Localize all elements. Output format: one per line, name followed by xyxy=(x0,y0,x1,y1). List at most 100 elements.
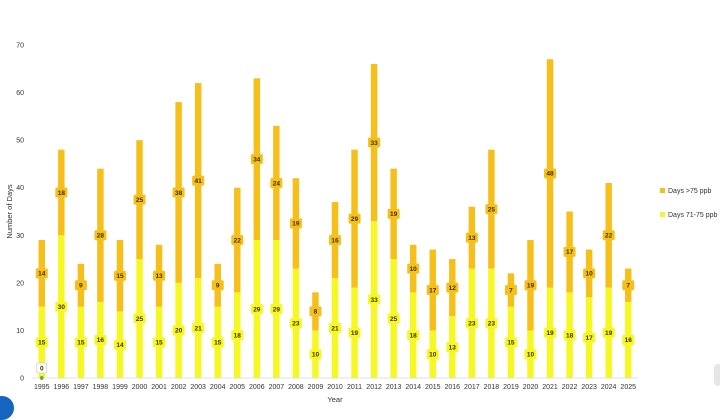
x-tick-label: 2002 xyxy=(171,384,187,391)
scroll-handle[interactable] xyxy=(714,364,720,386)
y-tick-label: 10 xyxy=(16,328,24,335)
data-label-box xyxy=(602,230,615,241)
data-label-over-75: 8 xyxy=(314,309,318,316)
x-tick-label: 1999 xyxy=(112,384,128,391)
x-tick-label: 2009 xyxy=(308,384,324,391)
data-label-71-75: 15 xyxy=(155,340,163,347)
data-label-box xyxy=(35,268,48,279)
data-label-71-75: 15 xyxy=(38,340,46,347)
y-axis-title: Number of Days xyxy=(5,184,14,238)
x-tick-label: 2013 xyxy=(386,384,402,391)
data-label-71-75: 21 xyxy=(195,325,203,332)
data-labels: 15 14 30 18 15 9 16 28 14 15 25 25 15 13 20 38 21 41 15 9 18… xyxy=(35,137,635,380)
data-label-over-75: 12 xyxy=(449,285,457,292)
annotation-label: 0 xyxy=(40,366,44,373)
data-label-box xyxy=(250,304,263,315)
data-label-box xyxy=(172,187,185,198)
x-tick-label: 2023 xyxy=(581,384,597,391)
x-tick-label: 2011 xyxy=(347,384,362,391)
y-tick-label: 0 xyxy=(20,376,24,383)
data-label-over-75: 7 xyxy=(509,287,513,294)
data-label-box xyxy=(504,284,517,295)
data-label-box xyxy=(583,268,596,279)
y-tick-label: 60 xyxy=(16,90,24,97)
x-tick-label: 2017 xyxy=(464,384,480,391)
data-label-box xyxy=(583,332,596,343)
data-label-box xyxy=(94,230,107,241)
x-tick-label: 2001 xyxy=(151,384,167,391)
data-label-box xyxy=(368,294,381,305)
data-label-box xyxy=(465,318,478,329)
x-tick-label: 2007 xyxy=(269,384,285,391)
x-tick-label: 2003 xyxy=(190,384,206,391)
data-label-box xyxy=(289,218,302,229)
data-label-over-75: 24 xyxy=(273,180,281,187)
data-label-over-75: 22 xyxy=(234,237,242,244)
y-tick-label: 30 xyxy=(16,233,24,240)
data-label-71-75: 23 xyxy=(292,321,300,328)
data-label-box xyxy=(426,349,439,360)
data-label-71-75: 29 xyxy=(253,306,261,313)
x-tick-label: 2019 xyxy=(503,384,519,391)
y-axis-ticks: 0 10 20 30 40 50 60 70 xyxy=(16,43,24,383)
data-label-box xyxy=(113,270,126,281)
data-label-over-75: 19 xyxy=(292,221,300,228)
data-label-71-75: 10 xyxy=(312,352,320,359)
data-label-box xyxy=(231,330,244,341)
data-label-71-75: 23 xyxy=(468,321,476,328)
data-label-71-75: 21 xyxy=(331,325,339,332)
data-label-71-75: 15 xyxy=(214,340,222,347)
data-label-box xyxy=(387,208,400,219)
data-label-box xyxy=(407,330,420,341)
data-label-box xyxy=(211,337,224,348)
data-label-over-75: 13 xyxy=(155,273,163,280)
data-label-box xyxy=(270,177,283,188)
y-tick-label: 40 xyxy=(16,185,24,192)
data-label-71-75: 15 xyxy=(507,340,515,347)
legend-label: Days >75 ppb xyxy=(668,188,711,195)
data-label-box xyxy=(74,280,87,291)
data-label-box xyxy=(289,318,302,329)
data-label-box xyxy=(524,349,537,360)
data-label-box xyxy=(348,327,361,338)
data-label-box xyxy=(563,330,576,341)
data-label-71-75: 19 xyxy=(605,330,613,337)
data-label-over-75: 15 xyxy=(116,273,124,280)
x-axis-title: Year xyxy=(327,395,343,404)
data-label-71-75: 20 xyxy=(175,328,183,335)
data-label-over-75: 29 xyxy=(351,216,359,223)
data-label-71-75: 19 xyxy=(546,330,554,337)
data-label-over-75: 9 xyxy=(216,283,220,290)
data-label-box xyxy=(446,282,459,293)
data-label-71-75: 18 xyxy=(566,332,574,339)
data-label-71-75: 30 xyxy=(58,304,66,311)
x-tick-label: 1997 xyxy=(73,384,89,391)
data-label-box xyxy=(622,334,635,345)
data-label-box xyxy=(74,337,87,348)
data-label-over-75: 18 xyxy=(58,190,66,197)
data-label-box xyxy=(55,187,68,198)
data-label-over-75: 13 xyxy=(468,235,476,242)
data-label-box xyxy=(446,342,459,353)
data-label-over-75: 16 xyxy=(331,237,339,244)
data-label-box xyxy=(387,313,400,324)
data-label-box xyxy=(329,323,341,334)
x-tick-label: 2025 xyxy=(620,384,636,391)
data-label-box xyxy=(133,313,146,324)
data-label-box xyxy=(602,327,615,338)
data-label-box xyxy=(270,304,283,315)
data-label-box xyxy=(309,306,322,317)
data-label-71-75: 10 xyxy=(429,352,437,359)
x-tick-label: 2018 xyxy=(484,384,500,391)
data-label-over-75: 28 xyxy=(97,233,105,240)
data-label-71-75: 16 xyxy=(625,337,633,344)
data-label-71-75: 17 xyxy=(586,335,594,342)
x-tick-label: 2021 xyxy=(542,384,558,391)
data-label-over-75: 38 xyxy=(175,190,183,197)
x-tick-label: 2006 xyxy=(249,384,265,391)
data-label-box xyxy=(211,280,224,291)
x-tick-label: 2008 xyxy=(288,384,304,391)
data-label-over-75: 9 xyxy=(79,283,83,290)
x-tick-label: 2024 xyxy=(601,384,617,391)
data-label-71-75: 16 xyxy=(97,337,105,344)
